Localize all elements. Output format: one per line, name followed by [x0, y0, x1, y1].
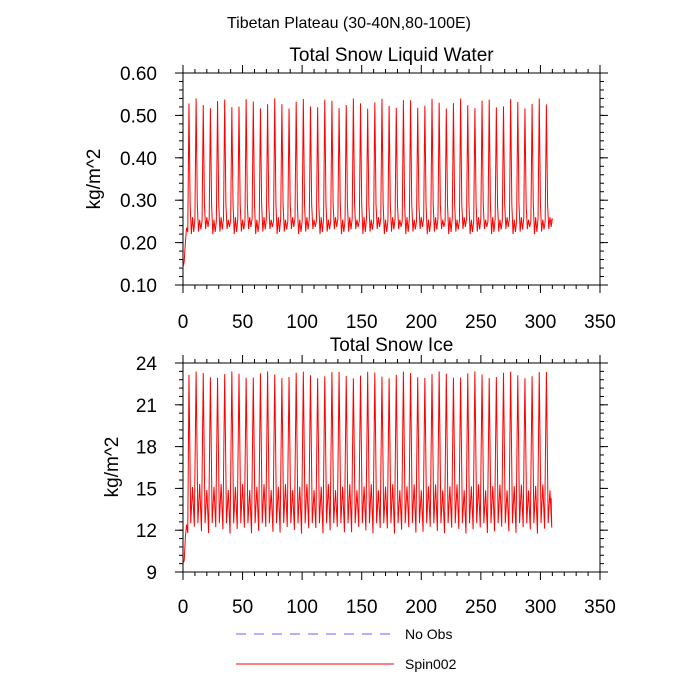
- x-tick-label: 100: [286, 597, 318, 618]
- x-tick-label: 200: [405, 597, 437, 618]
- series-line-spin002: [182, 371, 553, 564]
- y-tick-label: 12: [136, 521, 157, 542]
- y-tick-label: 0.50: [120, 106, 157, 127]
- panel-title: Total Snow Ice: [330, 335, 454, 356]
- panel-title: Total Snow Liquid Water: [289, 45, 494, 66]
- x-tick-label: 50: [232, 312, 253, 333]
- panel-snow-ice: Total Snow Ice 0 50 100 150 200 250 300 350 9 12 15…: [102, 335, 616, 618]
- series-line-spin002: [182, 98, 553, 269]
- x-tick-label: 150: [346, 312, 378, 333]
- x-tick-label: 100: [286, 312, 318, 333]
- y-axis-label: kg/m^2: [102, 437, 123, 498]
- y-tick-label: 24: [136, 354, 158, 375]
- x-tick-label: 300: [525, 312, 557, 333]
- x-tick-label: 350: [584, 312, 616, 333]
- y-tick-label: 0.20: [120, 234, 157, 255]
- y-tick-label: 0.40: [120, 149, 157, 170]
- x-tick-label: 50: [232, 597, 253, 618]
- x-tick-label: 350: [584, 597, 616, 618]
- plot-frame: [182, 72, 601, 286]
- y-tick-label: 9: [146, 563, 157, 584]
- x-tick-label: 300: [525, 597, 557, 618]
- x-tick-label: 250: [465, 597, 497, 618]
- plot-frame: [182, 362, 601, 573]
- x-tick-label: 150: [346, 597, 378, 618]
- y-tick-label: 0.10: [120, 276, 157, 297]
- y-tick-label: 0.30: [120, 191, 157, 212]
- y-tick-label: 18: [136, 438, 157, 459]
- y-tick-label: 21: [136, 396, 157, 417]
- x-tick-label: 0: [178, 597, 189, 618]
- panel-snow-liquid-water: Total Snow Liquid Water 0 50 100 150 200 250 30…: [84, 45, 616, 333]
- x-tick-label: 200: [405, 312, 437, 333]
- y-axis-label: kg/m^2: [84, 149, 105, 210]
- legend-label-no-obs: No Obs: [405, 626, 452, 642]
- figure-title: Tibetan Plateau (30-40N,80-100E): [227, 15, 471, 32]
- x-tick-label: 0: [178, 312, 189, 333]
- y-tick-label: 0.60: [120, 64, 157, 85]
- x-tick-label: 250: [465, 312, 497, 333]
- legend-label-spin002: Spin002: [405, 656, 457, 672]
- y-tick-label: 15: [136, 479, 157, 500]
- legend: No Obs Spin002: [236, 626, 457, 672]
